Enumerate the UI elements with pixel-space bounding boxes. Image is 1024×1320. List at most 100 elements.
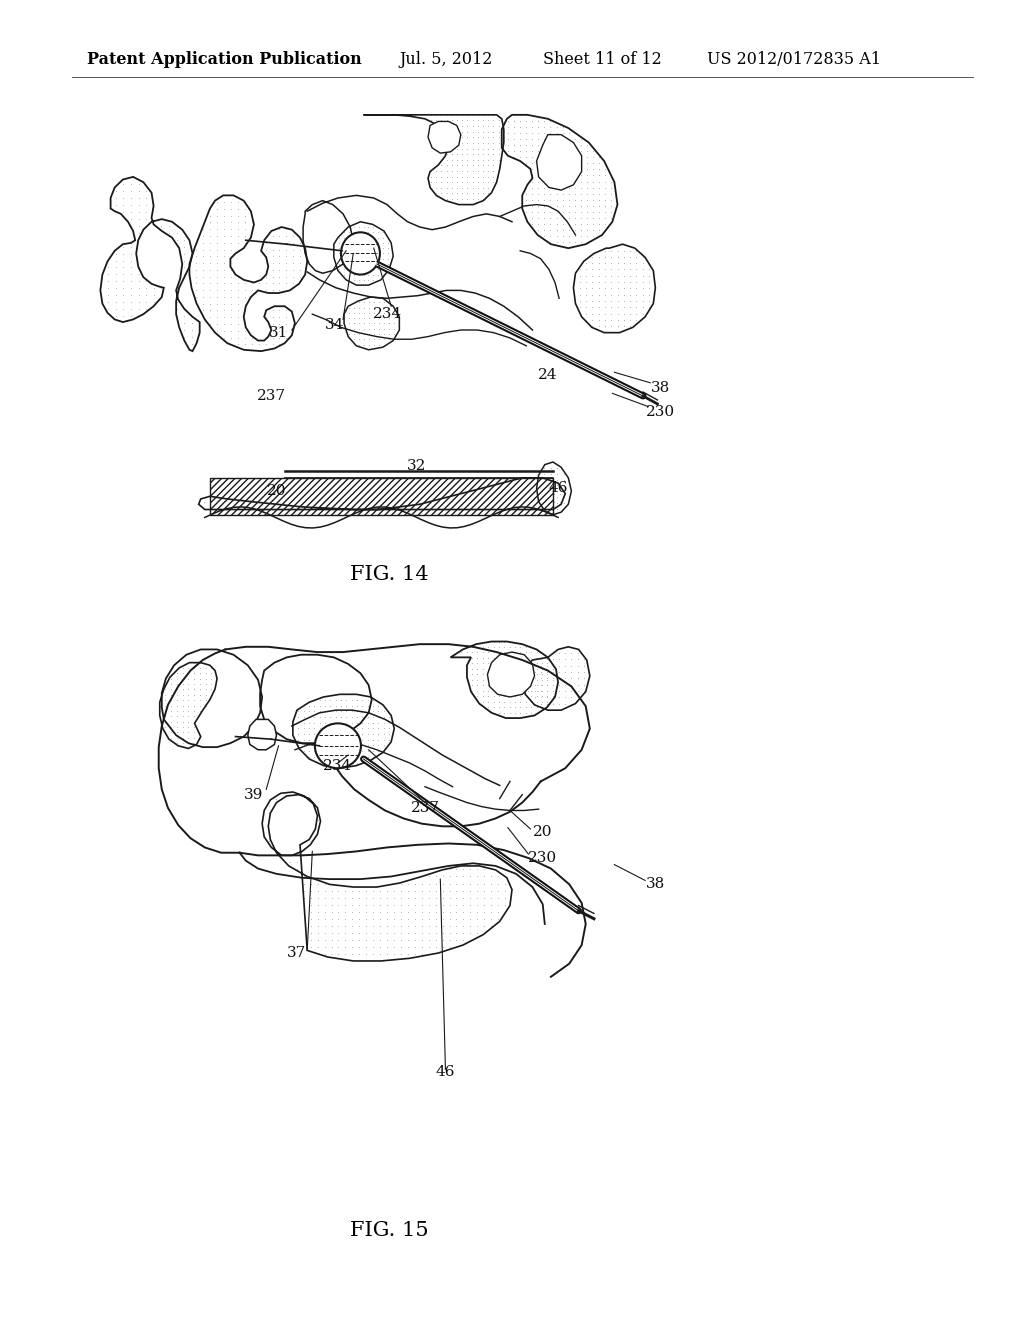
Point (292, 246, 308, 267)
Point (539, 649, 555, 671)
Point (365, 887, 381, 908)
Point (465, 172, 481, 193)
Point (449, 894, 465, 915)
Point (366, 248, 382, 269)
Point (622, 272, 638, 293)
Point (350, 248, 367, 269)
Point (475, 636, 492, 657)
Point (502, 653, 518, 675)
Point (585, 183, 601, 205)
Point (423, 160, 439, 181)
Polygon shape (487, 652, 535, 697)
Point (522, 483, 539, 504)
Point (497, 880, 513, 902)
Point (316, 746, 333, 767)
Point (578, 252, 594, 273)
Point (138, 215, 155, 236)
Point (225, 491, 242, 512)
Point (490, 132, 507, 153)
Point (490, 149, 507, 170)
Point (572, 147, 589, 168)
Point (229, 293, 246, 314)
Point (351, 323, 368, 345)
Point (615, 240, 632, 261)
Point (370, 735, 386, 756)
Point (427, 908, 443, 929)
Point (216, 321, 232, 342)
Point (526, 693, 543, 714)
Point (534, 664, 550, 685)
Point (349, 741, 366, 762)
Point (609, 290, 626, 312)
Point (174, 701, 190, 722)
Point (365, 706, 381, 727)
Point (163, 684, 179, 705)
Point (511, 483, 527, 504)
Point (543, 165, 559, 186)
Point (560, 165, 577, 186)
Point (350, 269, 367, 290)
Point (459, 160, 475, 181)
Point (108, 306, 124, 327)
Point (502, 636, 518, 657)
Point (158, 717, 174, 738)
Point (500, 141, 516, 162)
Point (244, 334, 260, 355)
Point (441, 866, 458, 887)
Point (534, 659, 550, 680)
Point (386, 902, 402, 923)
Point (381, 308, 397, 329)
Point (163, 689, 179, 710)
Point (316, 696, 333, 717)
Point (557, 483, 573, 504)
Point (449, 183, 465, 205)
Point (433, 183, 450, 205)
Point (641, 297, 657, 318)
Point (465, 160, 481, 181)
Point (485, 166, 502, 187)
Point (301, 723, 317, 744)
Point (469, 902, 485, 923)
Point (371, 318, 387, 339)
Point (497, 647, 513, 668)
Point (338, 701, 354, 722)
Point (537, 141, 553, 162)
Point (115, 201, 131, 222)
Point (354, 713, 371, 734)
Text: Patent Application Publication: Patent Application Publication (87, 51, 361, 67)
Point (333, 718, 349, 739)
Point (591, 153, 607, 174)
Point (198, 668, 214, 689)
Point (434, 936, 451, 957)
Point (507, 680, 523, 701)
Point (549, 231, 565, 252)
Point (158, 701, 174, 722)
Point (375, 243, 391, 264)
Point (216, 219, 232, 240)
Point (340, 264, 357, 285)
Point (407, 887, 423, 908)
Point (361, 318, 378, 339)
Point (480, 115, 497, 136)
Point (191, 701, 208, 722)
Point (532, 655, 549, 676)
Point (609, 247, 626, 268)
Point (524, 189, 541, 210)
Point (345, 248, 361, 269)
Point (566, 189, 583, 210)
Point (540, 491, 556, 512)
Point (393, 873, 410, 894)
Point (301, 713, 317, 734)
Point (543, 214, 559, 235)
Point (584, 259, 600, 280)
Point (485, 139, 502, 160)
Point (603, 290, 620, 312)
Point (216, 226, 232, 247)
Point (563, 649, 580, 671)
Point (421, 936, 437, 957)
Point (575, 675, 592, 696)
Point (180, 684, 197, 705)
Point (540, 647, 556, 668)
Point (296, 866, 312, 887)
Point (130, 306, 146, 327)
